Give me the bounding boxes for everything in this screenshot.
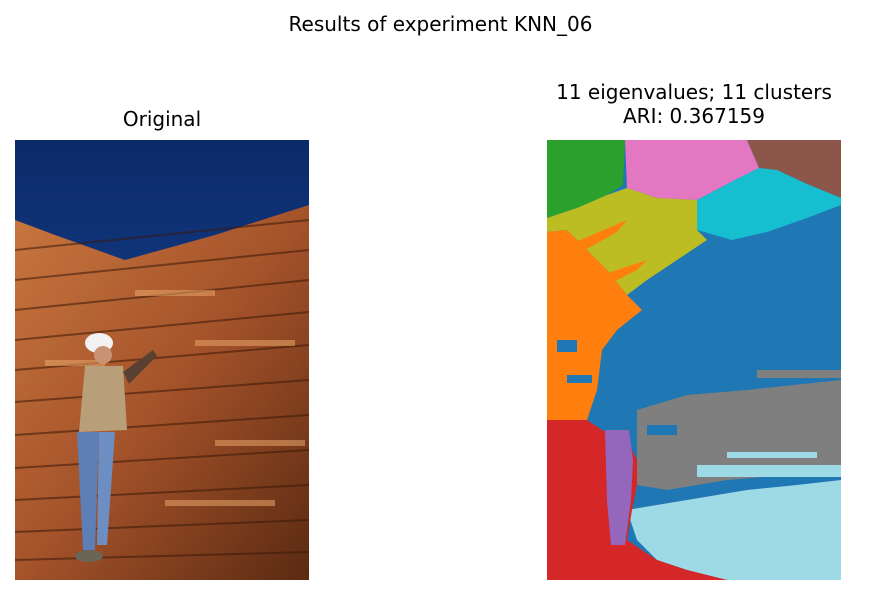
figure-suptitle: Results of experiment KNN_06 (288, 12, 593, 36)
segmentation-title: 11 eigenvalues; 11 clusters ARI: 0.36715… (500, 80, 881, 128)
cluster-region-green (547, 140, 625, 218)
cluster-region-cyan (697, 168, 841, 240)
original-image (15, 140, 309, 580)
original-photo-svg (15, 140, 309, 580)
cluster-region-red (547, 420, 727, 580)
worker-figure (75, 333, 157, 562)
original-title: Original (122, 107, 202, 131)
cluster-region-orange (547, 230, 642, 420)
segmentation-image (547, 140, 841, 580)
cluster-region-lightcyan (627, 480, 841, 580)
cluster-region-brown (747, 140, 841, 198)
segmentation-title-line1: 11 eigenvalues; 11 clusters (556, 80, 832, 104)
segmentation-title-line2: ARI: 0.367159 (622, 104, 765, 128)
cluster-region-gray (637, 380, 841, 490)
cluster-region-purple (605, 430, 633, 545)
segmentation-heatmap (547, 140, 841, 580)
cluster-region-olive (547, 188, 707, 295)
